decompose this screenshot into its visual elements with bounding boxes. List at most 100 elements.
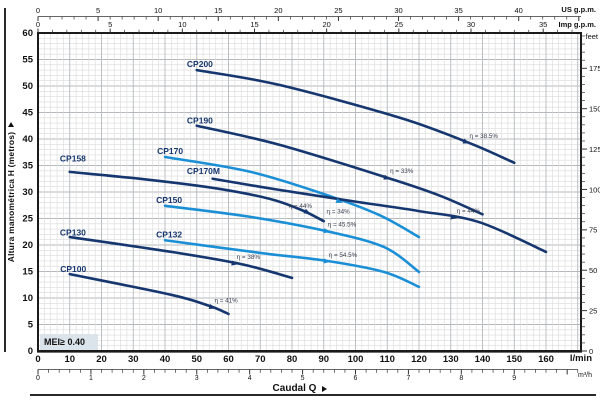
efficiency-label: η = 45.5% <box>328 222 357 229</box>
curve-CP150 <box>163 204 421 274</box>
curve-label-CP170: CP170 <box>157 146 183 156</box>
efficiency-label: η = 34% <box>326 208 350 215</box>
metros-tick-label: 5 <box>28 320 34 331</box>
lmin-tick-label: 90 <box>318 354 329 365</box>
feet-tick-label: 175 <box>589 64 600 73</box>
lmin-tick-label: 60 <box>223 354 234 365</box>
grid <box>37 32 581 352</box>
m3h-tick-label: 8 <box>459 375 463 382</box>
imp-gpm-tick-label: 10 <box>178 20 186 29</box>
imp-gpm-tick-label: 20 <box>322 20 330 29</box>
metros-tick-label: 25 <box>22 214 33 225</box>
curve-label-CP150: CP150 <box>156 195 182 205</box>
x-axis-title: Caudal Q <box>220 383 380 394</box>
metros-tick-label: 45 <box>22 108 33 119</box>
imp-gpm-tick-label: 25 <box>395 20 403 29</box>
curve-CP130 <box>68 235 294 280</box>
m3h-tick-label: 0 <box>36 375 40 382</box>
feet-tick-label: 125 <box>589 145 600 154</box>
curve-CP132 <box>163 238 421 289</box>
metros-tick-label: 15 <box>22 267 33 278</box>
bep-arrow-icon <box>231 260 239 266</box>
lmin-tick-label: 100 <box>348 354 364 365</box>
us-gpm-tick-label: 15 <box>214 6 222 15</box>
lmin-tick-label: 40 <box>160 354 171 365</box>
imp-gpm-tick-label: 15 <box>250 20 258 29</box>
unit-imp-gpm: Imp g.p.m. <box>558 20 597 29</box>
metros-tick-label: 50 <box>22 81 33 92</box>
imp-gpm-tick-label: 30 <box>467 20 475 29</box>
metros-tick-label: 0 <box>28 346 33 357</box>
curve-CP190 <box>195 124 484 216</box>
unit-m3h: m³/h <box>578 372 592 379</box>
lmin-tick-label: 120 <box>411 354 427 365</box>
curve-CP170 <box>163 155 421 239</box>
lmin-tick-label: 80 <box>287 354 298 365</box>
lmin-tick-label: 20 <box>96 354 107 365</box>
page-bottom-rule <box>30 394 596 396</box>
lmin-tick-label: 130 <box>443 354 459 365</box>
feet-tick-label: 75 <box>589 226 597 235</box>
lmin-tick-label: 30 <box>128 354 139 365</box>
bep-arrow-icon <box>323 258 331 264</box>
y-axis-title: Altura manométrica H (metros) <box>4 92 18 292</box>
efficiency-label: η = 44% <box>289 203 313 210</box>
x-axis-title-text: Caudal Q <box>272 383 317 394</box>
lmin-tick-label: 140 <box>475 354 491 365</box>
lmin-tick-label: 0 <box>35 354 40 365</box>
bep-arrow-icon <box>208 304 217 309</box>
curve-label-CP130: CP130 <box>60 227 86 237</box>
curve-CP100 <box>68 272 230 316</box>
unit-lmin: l/min <box>569 353 592 364</box>
us-gpm-tick-label: 35 <box>454 6 462 15</box>
curve-label-CP132: CP132 <box>156 230 182 240</box>
curve-CP158 <box>68 170 326 223</box>
m3h-tick-label: 3 <box>195 375 199 382</box>
unit-feet: feet <box>585 32 598 41</box>
us-gpm-tick-label: 0 <box>36 6 40 15</box>
mei-badge: MEI≥ 0.40 <box>40 334 98 350</box>
metros-tick-label: 40 <box>22 134 33 145</box>
curve-label-CP200: CP200 <box>187 59 213 69</box>
imp-gpm-tick-label: 35 <box>539 20 547 29</box>
imp-gpm-tick-label: 0 <box>36 20 40 29</box>
metros-tick-label: 20 <box>22 240 33 251</box>
metros-tick-label: 35 <box>22 161 33 172</box>
metros-tick-label: 30 <box>22 187 33 198</box>
m3h-tick-label: 2 <box>142 375 146 382</box>
us-gpm-tick-label: 30 <box>394 6 402 15</box>
bep-arrow-icon <box>335 198 343 204</box>
feet-tick-label: 50 <box>589 266 597 275</box>
lmin-tick-label: 10 <box>64 354 75 365</box>
lmin-tick-label: 50 <box>191 354 202 365</box>
lmin-tick-label: 150 <box>506 354 522 365</box>
efficiency-label: η = 33% <box>390 168 414 175</box>
metros-tick-label: 55 <box>22 55 33 66</box>
efficiency-label: η = 38% <box>237 254 261 261</box>
curve-CP170M <box>211 177 548 254</box>
efficiency-label: η = 44% <box>457 208 481 215</box>
metros-tick-label: 60 <box>22 28 33 39</box>
m3h-tick-label: 1 <box>89 375 93 382</box>
m3h-tick-label: 5 <box>301 375 305 382</box>
metros-tick-label: 10 <box>22 293 33 304</box>
y-axis-title-text: Altura manométrica H (metros) <box>6 131 16 263</box>
bep-arrow-icon <box>303 208 311 215</box>
us-gpm-tick-label: 40 <box>515 6 523 15</box>
us-gpm-tick-label: 20 <box>274 6 282 15</box>
feet-tick-label: 0 <box>589 347 593 356</box>
us-gpm-tick-label: 5 <box>96 6 100 15</box>
curve-label-CP190: CP190 <box>187 116 213 126</box>
curve-CP200 <box>195 68 516 165</box>
bep-arrow-icon <box>450 214 458 220</box>
curve-label-CP158: CP158 <box>60 153 86 163</box>
efficiency-label: η = 38.5% <box>469 133 498 140</box>
bep-arrow-icon <box>323 228 331 234</box>
bep-arrow-icon <box>462 138 470 144</box>
us-gpm-tick-label: 25 <box>334 6 342 15</box>
imp-gpm-tick-label: 5 <box>108 20 112 29</box>
efficiency-label: η = 54.5% <box>329 252 358 259</box>
m3h-tick-label: 4 <box>248 375 252 382</box>
